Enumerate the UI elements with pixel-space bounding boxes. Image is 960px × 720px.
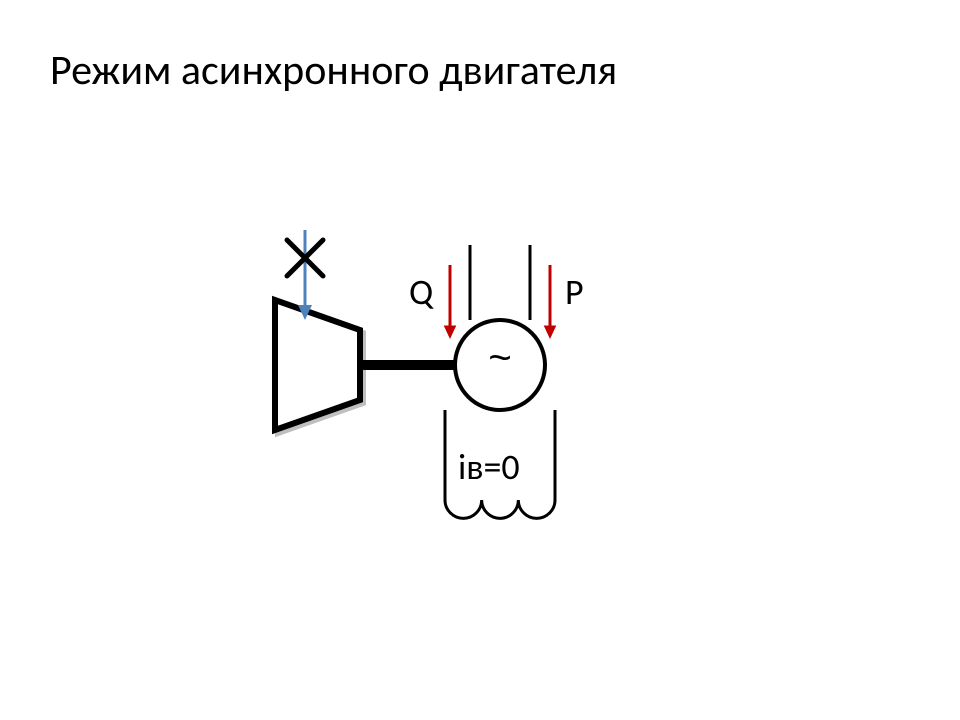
tilde-symbol: ~: [488, 336, 511, 380]
label-q: Q: [409, 270, 433, 314]
field-coil-icon: [445, 500, 555, 518]
label-p: P: [565, 270, 584, 314]
motor-diagram: ~: [0, 0, 960, 720]
slide: Режим асинхронного двигателя ~ Q P iв=0: [0, 0, 960, 720]
label-iv: iв=0: [458, 445, 520, 489]
